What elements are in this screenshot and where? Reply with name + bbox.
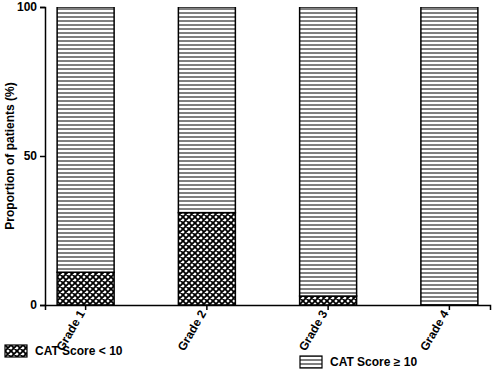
x-tick: Grade 2 [175,305,210,353]
legend-label: CAT Score < 10 [35,344,123,358]
bars [57,7,478,305]
legend-item: CAT Score ≥ 10 [300,355,417,369]
y-axis: 0 50 100 [17,0,46,312]
x-axis-line [46,306,491,311]
y-tick: 0 [30,298,45,312]
legend-swatch [5,345,27,357]
y-tick-mark [40,156,45,158]
chart: 050100Grade 1Grade 2Grade 3Grade 4Propor… [0,0,500,378]
y-tick: 50 [24,149,45,163]
bar-segment [178,7,235,213]
x-tick-label: Grade 3 [296,307,331,353]
x-tick-mark [206,305,208,310]
legend-swatch [300,356,322,368]
x-tick-mark [449,305,451,310]
bar-segment [57,7,114,272]
x-tick-label: Grade 4 [417,307,452,353]
y-tick-mark [40,305,45,307]
plot: 050100Grade 1Grade 2Grade 3Grade 4 [17,0,491,353]
bar-segment [300,7,357,296]
y-tick: 100 [17,0,45,14]
y-tick-label: 100 [17,0,37,14]
legend-label: CAT Score ≥ 10 [330,355,417,369]
bar-segment [421,7,478,305]
legend-item: CAT Score < 10 [5,344,123,358]
y-axis-title: Proportion of patients (%) [3,82,17,229]
x-tick-label: Grade 2 [175,307,210,353]
y-axis-line [40,8,46,306]
legend: CAT Score < 10 CAT Score ≥ 10 [5,344,417,369]
y-tick-label: 0 [30,298,37,312]
bar-segment [178,213,235,305]
y-tick-mark [40,7,45,9]
x-tick: Grade 3 [296,305,331,353]
x-tick: Grade 4 [417,305,452,353]
x-tick-mark [327,305,329,310]
y-tick-label: 50 [24,149,38,163]
bar-segment [300,296,357,305]
x-tick-mark [85,305,87,310]
bar-segment [57,272,114,305]
